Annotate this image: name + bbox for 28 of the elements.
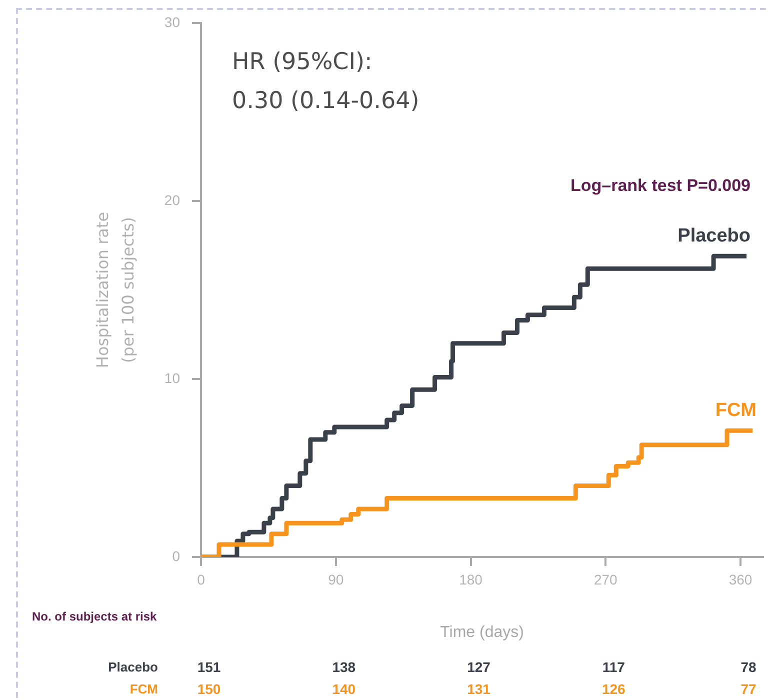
y-tick-label: 30: [164, 14, 180, 30]
annotation: HR (95%CI): 0.30 (0.14-0.64): [232, 48, 420, 114]
x-tick-label: 270: [594, 571, 618, 588]
x-tick-label: 0: [197, 571, 206, 588]
y-tick-label: 20: [164, 192, 180, 208]
text: 127: [467, 658, 491, 675]
text: 126: [602, 680, 626, 697]
series-label: FCM: [715, 400, 757, 421]
text: Placebo: [108, 660, 158, 675]
y-tick-label: 0: [172, 548, 180, 564]
x-tick-label: 360: [728, 571, 752, 588]
text: 131: [467, 680, 491, 697]
text: 77: [740, 680, 757, 697]
y-axis-title: Hospitalization rate (per 100 subjects): [92, 212, 138, 368]
series-label: Placebo: [678, 225, 751, 246]
text: 117: [602, 658, 626, 675]
x-tick-label: 180: [459, 571, 483, 588]
text: 138: [332, 658, 356, 675]
text: 150: [197, 680, 221, 697]
text: 140: [332, 680, 356, 697]
x-tick-label: 90: [328, 571, 344, 588]
y-tick-label: 10: [164, 370, 180, 386]
text: 151: [197, 658, 221, 675]
x-axis-title: Time (days): [440, 624, 524, 641]
text: 78: [740, 658, 757, 675]
text: No. of subjects at risk: [32, 609, 158, 624]
annotation: Log–rank test P=0.009: [570, 176, 751, 195]
text: FCM: [130, 682, 158, 697]
